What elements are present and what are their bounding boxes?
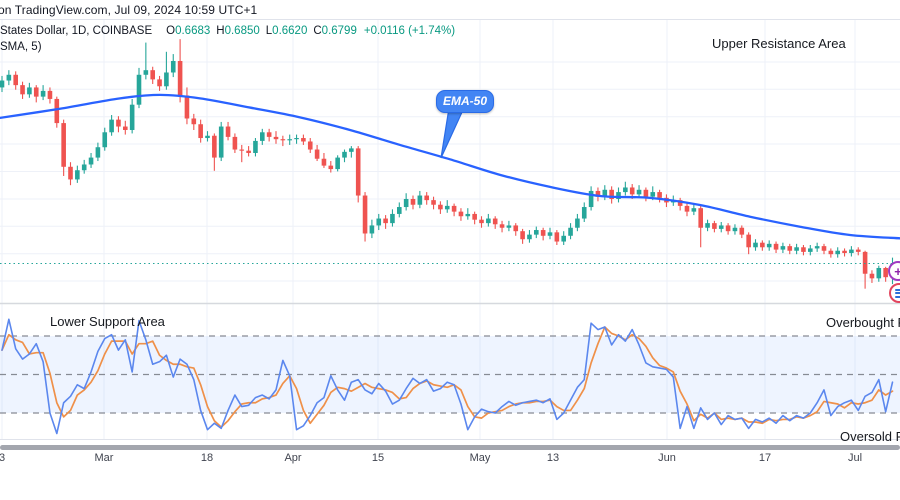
time-axis-label: 15 [371, 452, 385, 464]
symbol-legend[interactable]: States Dollar, 1D, COINBASE O0.6683 H0.685… [0, 25, 455, 37]
header-divider [0, 19, 900, 20]
time-axis-label: 3 [0, 452, 6, 464]
time-axis[interactable]: 3 Mar 18 Apr 15 May 13 Jun 17 Jul [0, 452, 900, 468]
ohlc-value: 0.6850 [224, 25, 260, 37]
time-axis-label: Jul [847, 452, 863, 464]
time-axis-label: 13 [546, 452, 560, 464]
lower-support-label[interactable]: Lower Support Area [50, 314, 165, 329]
time-axis-label: 18 [200, 452, 214, 464]
price-change: +0.0116 (+1.74%) [363, 25, 456, 37]
oversold-region-label[interactable]: Oversold R [840, 429, 900, 444]
time-axis-label: Apr [284, 452, 302, 464]
ohlc-values: O0.6683 H0.6850 L0.6620 C0.6799 [160, 25, 357, 37]
time-axis-label: Jun [658, 452, 676, 464]
ohlc-label: H [216, 25, 225, 37]
upper-resistance-label[interactable]: Upper Resistance Area [712, 36, 846, 51]
ohlc-value: 0.6799 [321, 25, 357, 37]
ohlc-label: L [265, 25, 273, 37]
ohlc-value: 0.6620 [272, 25, 308, 37]
ohlc-label: O [166, 25, 176, 37]
flag-lines-icon[interactable] [889, 283, 900, 303]
alert-plus-icon[interactable]: + [888, 261, 900, 281]
ohlc-label: C [313, 25, 322, 37]
attribution-text: on TradingView.com, Jul 09, 2024 10:59 U… [0, 3, 258, 17]
overbought-region-label[interactable]: Overbought R [826, 315, 900, 330]
time-axis-label: 17 [758, 452, 772, 464]
ema-50-callout[interactable]: EMA-50 [436, 90, 494, 113]
time-axis-label: May [469, 452, 491, 464]
time-axis-label: Mar [94, 452, 114, 464]
ohlc-value: 0.6683 [175, 25, 211, 37]
symbol-title: States Dollar, 1D, COINBASE [0, 25, 153, 37]
indicator-legend[interactable]: SMA, 5) [0, 41, 42, 53]
time-scrollbar[interactable] [0, 445, 900, 450]
